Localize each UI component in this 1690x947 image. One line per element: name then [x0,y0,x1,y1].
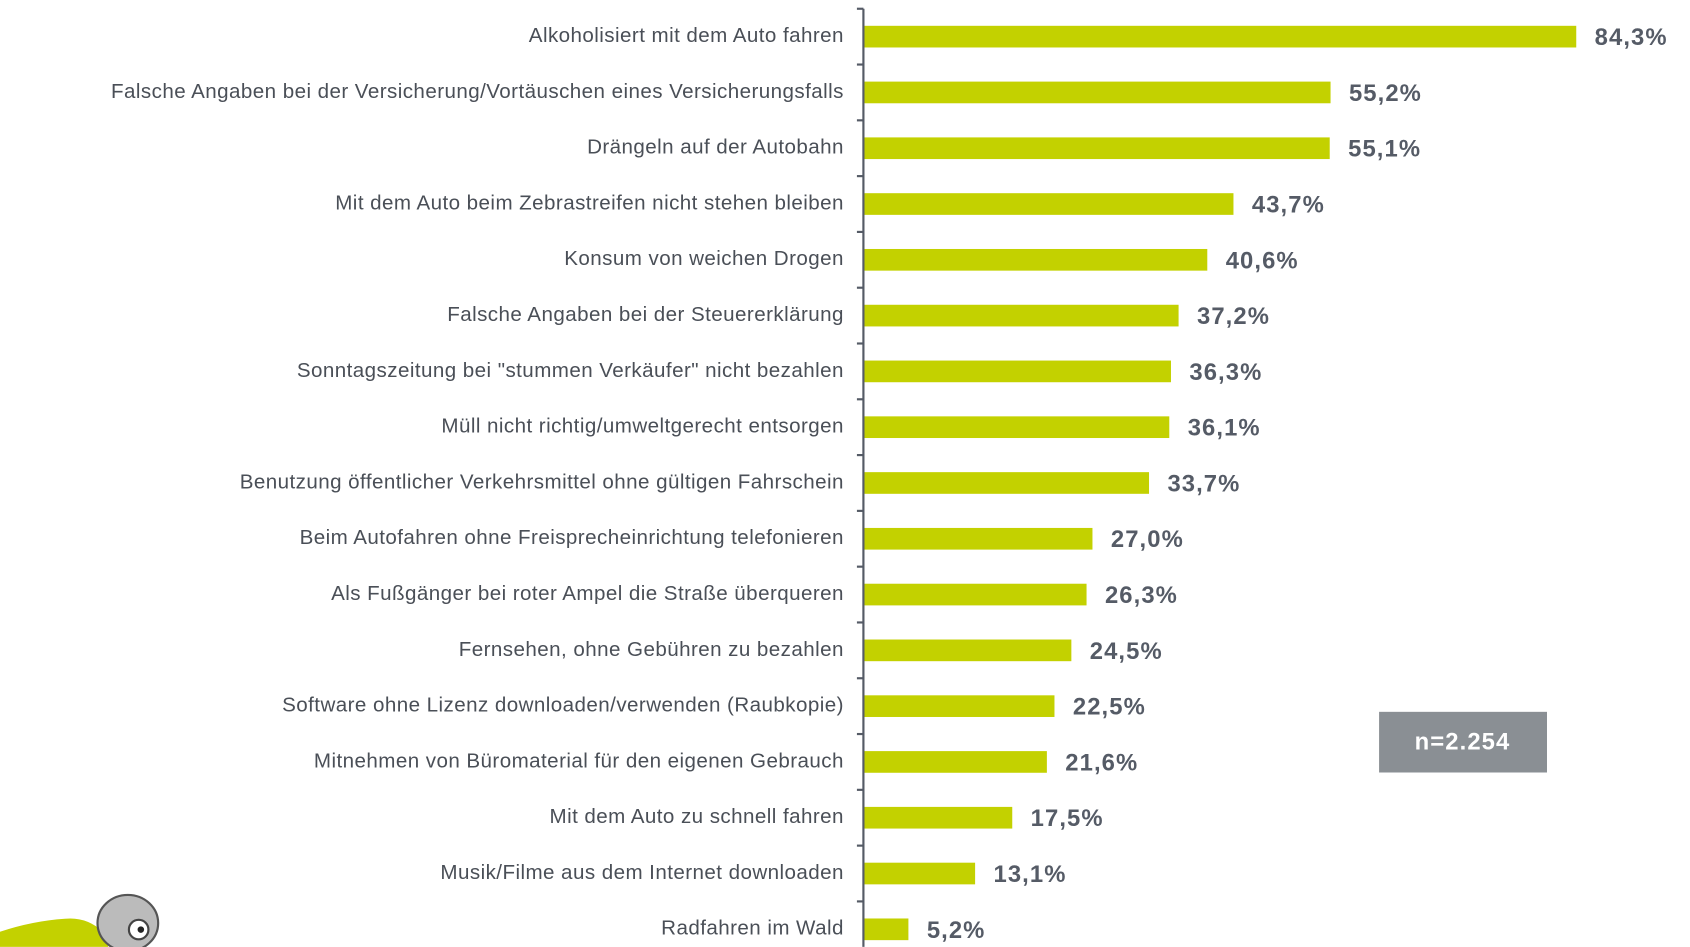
bar [864,527,1093,550]
category-label: Software ohne Lizenz downloaden/verwende… [282,694,844,717]
category-label: Drängeln auf der Autobahn [587,136,844,159]
category-label: Müll nicht richtig/umweltgerecht entsorg… [441,415,844,438]
bar [864,248,1208,271]
bar [864,360,1171,383]
value-label: 26,3% [1105,582,1178,609]
category-label: Konsum von weichen Drogen [564,247,844,270]
logo [0,893,160,947]
value-label: 17,5% [1031,805,1104,832]
bar [864,137,1330,160]
value-label: 43,7% [1252,191,1325,218]
value-label: 13,1% [994,861,1067,888]
bar [864,81,1331,104]
category-label: Falsche Angaben bei der Versicherung/Vor… [111,80,844,103]
bar [864,472,1150,494]
category-label: Falsche Angaben bei der Steuererklärung [447,303,844,326]
bar [864,806,1013,829]
category-label: Sonntagszeitung bei "stummen Verkäufer" … [297,359,844,382]
value-label: 40,6% [1226,247,1299,274]
value-label: 21,6% [1065,749,1138,776]
bar [864,583,1087,606]
value-label: 5,2% [927,917,986,944]
value-label: 33,7% [1167,470,1240,497]
category-label: Radfahren im Wald [661,917,844,940]
value-label: 24,5% [1090,638,1163,665]
note-box [1379,711,1547,773]
category-label: Mit dem Auto zu schnell fahren [550,805,844,828]
bar [864,25,1577,48]
category-label: Mit dem Auto beim Zebrastreifen nicht st… [335,191,844,214]
value-label: 84,3% [1595,24,1668,51]
category-label: Benutzung öffentlicher Verkehrsmittel oh… [240,470,844,493]
value-label: 55,1% [1348,136,1421,163]
value-label: 55,2% [1349,80,1422,107]
value-label: 22,5% [1073,694,1146,721]
category-label: Fernsehen, ohne Gebühren zu bezahlen [459,638,844,661]
bar [864,918,909,941]
category-label: Mitnehmen von Büromaterial für den eigen… [314,749,844,772]
category-label: Alkoholisiert mit dem Auto fahren [529,24,844,47]
bar [864,416,1170,439]
category-label: Als Fußgänger bei roter Ampel die Straße… [331,582,844,605]
category-label: Beim Autofahren ohne Freisprecheinrichtu… [300,526,844,549]
value-label: 36,1% [1188,415,1261,442]
bar [864,639,1072,662]
category-label: Musik/Filme aus dem Internet downloaden [440,861,844,884]
value-label: 36,3% [1189,359,1262,386]
value-label: 27,0% [1111,526,1184,553]
sample-size: n=2.254 [1415,729,1511,756]
value-label: 37,2% [1197,303,1270,330]
bar [864,862,976,885]
bar [864,304,1179,327]
bar [864,751,1047,773]
bar [864,695,1055,717]
bar [864,193,1234,215]
